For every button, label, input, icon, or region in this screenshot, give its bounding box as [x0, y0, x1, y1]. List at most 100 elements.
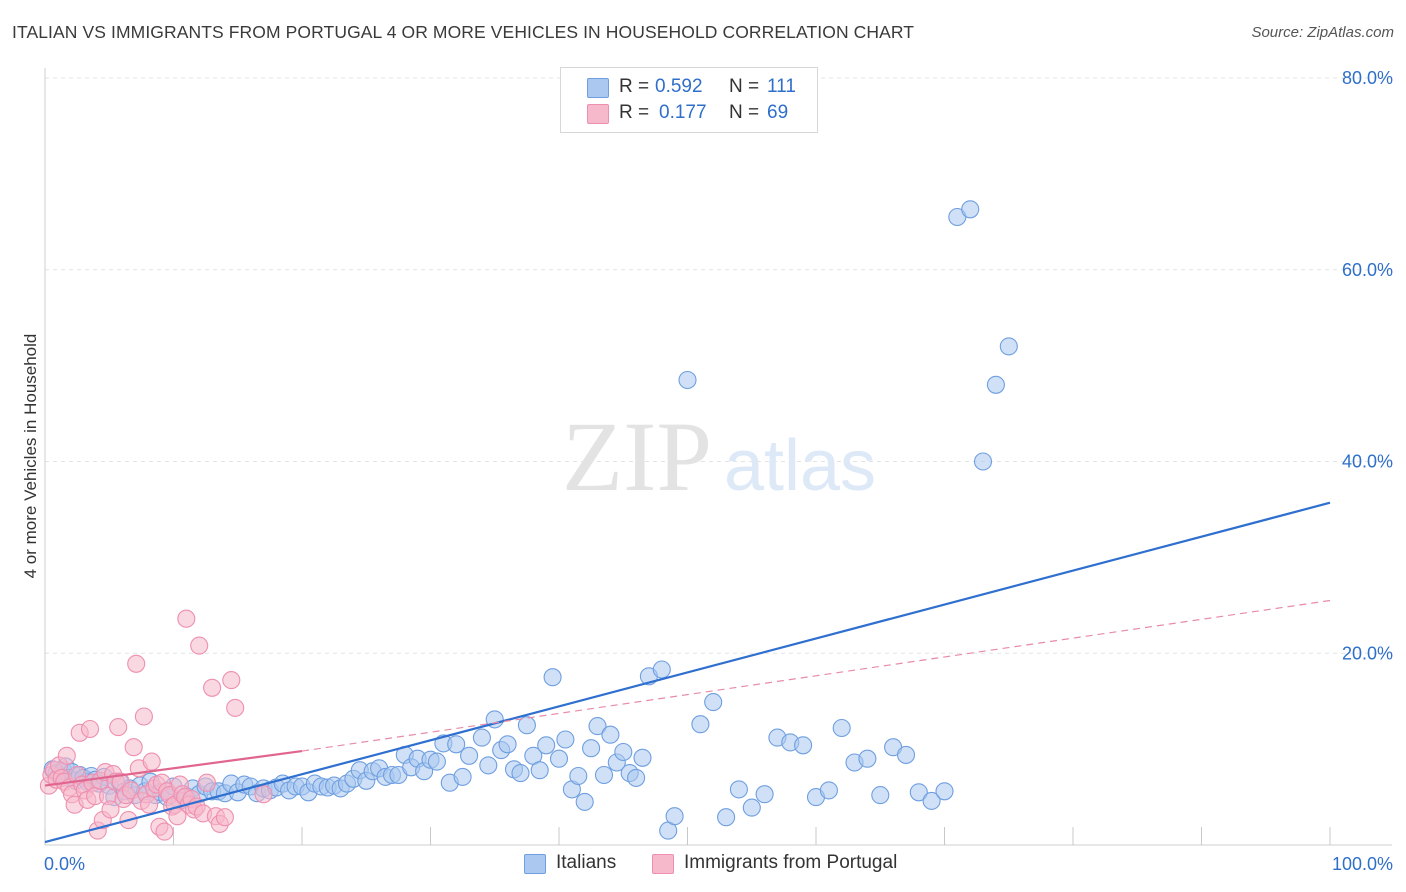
y-tick-label: 60.0%	[1342, 260, 1393, 280]
portugal-point	[226, 698, 245, 717]
portugal-trend-line	[44, 749, 303, 787]
portugal-legend-swatch	[652, 854, 674, 874]
italians-point	[973, 452, 993, 471]
portugal-point	[222, 671, 241, 690]
r-label: R =	[619, 102, 650, 123]
italians-point	[569, 766, 588, 786]
italians-point	[582, 739, 601, 758]
italians-point	[999, 337, 1018, 356]
italians-point	[601, 725, 620, 744]
italians-point	[871, 786, 890, 805]
italians-point	[447, 735, 466, 754]
bottom-legend: Italians Immigrants from Portugal	[0, 852, 1406, 878]
italians-point	[549, 749, 569, 768]
italians-point	[755, 785, 774, 804]
n-label: N =	[729, 102, 760, 123]
n-value: 111	[767, 76, 796, 97]
italians-point	[594, 765, 614, 785]
italians-point	[543, 668, 562, 687]
portugal-point	[197, 773, 216, 792]
portugal-point	[101, 800, 120, 819]
italians-point	[627, 768, 646, 787]
trend-lines	[44, 501, 1331, 844]
italians-point	[922, 791, 941, 810]
italians-point	[961, 200, 980, 219]
x-tick-label: 0.0%	[44, 854, 85, 874]
italians-point	[588, 717, 607, 736]
italians-point	[537, 736, 556, 755]
italians-point	[909, 783, 928, 802]
y-tick-label: 40.0%	[1342, 452, 1393, 472]
italians-point	[704, 693, 723, 712]
italians-point	[614, 742, 633, 762]
italians-point	[742, 798, 761, 817]
y-axis-label: 4 or more Vehicles in Household	[21, 334, 40, 579]
y-tick-label: 80.0%	[1342, 68, 1393, 88]
italians-legend-swatch	[524, 854, 546, 874]
portugal-point	[127, 654, 146, 673]
portugal-point	[124, 738, 143, 757]
italians-point	[678, 370, 697, 390]
italians-point	[460, 746, 479, 765]
portugal-point	[203, 678, 222, 697]
italians-point	[511, 764, 530, 783]
r-value: 0.177	[659, 102, 707, 123]
italians-point	[652, 660, 671, 679]
italians-points	[43, 200, 1018, 840]
italians-point	[858, 749, 877, 768]
italians-point	[729, 780, 748, 799]
y-tick-label: 20.0%	[1342, 643, 1393, 663]
italians-point	[794, 736, 813, 755]
watermark-zip: ZIP	[562, 401, 712, 512]
portugal-point	[134, 707, 153, 726]
portugal-swatch	[587, 104, 609, 124]
n-value: 69	[767, 102, 789, 123]
portugal-point	[190, 636, 209, 655]
chart-title: ITALIAN VS IMMIGRANTS FROM PORTUGAL 4 OR…	[12, 22, 915, 42]
italians-point	[575, 792, 594, 811]
portugal-point	[109, 718, 128, 737]
r-value: 0.592	[655, 76, 703, 97]
x-tick-label: 100.0%	[1332, 854, 1393, 874]
axes	[44, 68, 1392, 846]
portugal-point	[254, 785, 273, 804]
portugal-points	[39, 609, 273, 841]
r-label: R =	[619, 76, 650, 97]
italians-point	[498, 735, 517, 754]
portugal-legend-label: Immigrants from Portugal	[684, 852, 898, 873]
portugal-point	[155, 822, 174, 841]
portugal-point	[177, 609, 196, 628]
italians-point	[717, 808, 736, 827]
portugal-point	[80, 719, 100, 739]
portugal-point	[57, 746, 76, 765]
italians-legend-label: Italians	[556, 852, 617, 873]
italians-point	[556, 730, 575, 749]
italians-point	[472, 728, 491, 747]
portugal-point	[142, 752, 161, 771]
italians-point	[819, 781, 838, 800]
stats-legend: R = 0.592 N = 111 R = 0.177 N = 69	[560, 67, 818, 133]
watermark-atlas: atlas	[724, 426, 876, 506]
n-label: N =	[729, 76, 760, 97]
source-label: Source: ZipAtlas.com	[1251, 24, 1394, 41]
gridlines	[45, 77, 1392, 654]
x-tick-labels: 0.0% 100.0%	[44, 854, 1393, 874]
italians-point	[517, 716, 536, 735]
italians-point	[633, 748, 652, 767]
italians-point	[986, 375, 1005, 394]
italians-trend-line	[44, 501, 1331, 844]
italians-point	[530, 761, 549, 780]
italians-point	[691, 715, 710, 734]
italians-point	[935, 782, 954, 801]
italians-point	[427, 752, 446, 771]
italians-swatch	[587, 78, 609, 98]
italians-point	[665, 807, 684, 826]
italians-point	[479, 756, 498, 775]
italians-point	[896, 745, 916, 764]
italians-point	[832, 718, 851, 738]
italians-point	[453, 767, 472, 786]
portugal-point	[140, 795, 159, 814]
portugal-trend-line-dashed	[301, 599, 1331, 752]
y-tick-labels: 20.0% 40.0% 60.0% 80.0%	[1342, 68, 1393, 663]
